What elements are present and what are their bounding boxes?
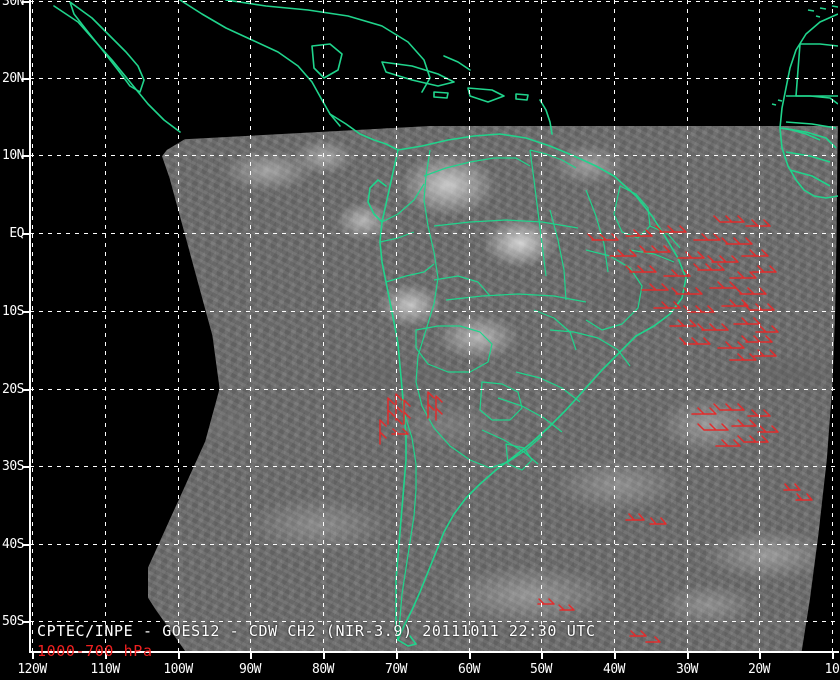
tick-lat-20N <box>22 78 30 80</box>
tick-lon-50W <box>541 651 543 659</box>
satellite-imagery-layer <box>30 0 838 652</box>
label-lat-40S: 40S <box>2 537 24 552</box>
limb-mask-north <box>30 0 838 126</box>
tick-lat-10S <box>22 311 30 313</box>
tick-lon-120W <box>32 651 34 659</box>
goes12-ch2-raster <box>148 125 838 652</box>
label-lon-60W: 60W <box>458 662 480 677</box>
product-subtitle: 1000-700 hPa <box>37 642 153 660</box>
label-lat-20N: 20N <box>2 71 24 86</box>
tick-lon-40W <box>614 651 616 659</box>
tick-lon-80W <box>323 651 325 659</box>
tick-lat-EQ <box>22 233 30 235</box>
label-lat-30S: 30S <box>2 459 24 474</box>
tick-lat-40S <box>22 544 30 546</box>
x-axis-line <box>29 651 839 653</box>
tick-lon-10 <box>832 651 834 659</box>
label-lon-100W: 100W <box>163 662 193 677</box>
label-lon-120W: 120W <box>17 662 47 677</box>
tick-lon-60W <box>469 651 471 659</box>
tick-lon-90W <box>250 651 252 659</box>
tick-lat-10N <box>22 155 30 157</box>
label-lat-50S: 50S <box>2 614 24 629</box>
label-lon-90W: 90W <box>239 662 261 677</box>
label-lon-40W: 40W <box>603 662 625 677</box>
tick-lat-50S <box>22 621 30 623</box>
tick-lat-30N <box>22 1 30 3</box>
product-title: CPTEC/INPE - GOES12 - CDW CH2 (NIR-3.9) … <box>37 622 596 640</box>
label-lat-10S: 10S <box>2 304 24 319</box>
label-lon-50W: 50W <box>530 662 552 677</box>
label-lat-EQ: EQ <box>9 226 24 241</box>
y-axis-line <box>29 0 31 653</box>
tick-lon-70W <box>396 651 398 659</box>
tick-lat-20S <box>22 389 30 391</box>
label-lon-70W: 70W <box>385 662 407 677</box>
label-lat-30N: 30N <box>2 0 24 9</box>
label-lon-20W: 20W <box>748 662 770 677</box>
tick-lon-100W <box>178 651 180 659</box>
tick-lon-30W <box>687 651 689 659</box>
label-lon-80W: 80W <box>312 662 334 677</box>
tick-lon-20W <box>759 651 761 659</box>
label-lon-10: 10 <box>824 662 840 677</box>
label-lat-10N: 10N <box>2 148 24 163</box>
label-lat-20S: 20S <box>2 382 24 397</box>
label-lon-30W: 30W <box>676 662 698 677</box>
map-plot-area[interactable] <box>30 0 838 652</box>
tick-lon-110W <box>105 651 107 659</box>
label-lon-110W: 110W <box>90 662 120 677</box>
tick-lat-30S <box>22 466 30 468</box>
